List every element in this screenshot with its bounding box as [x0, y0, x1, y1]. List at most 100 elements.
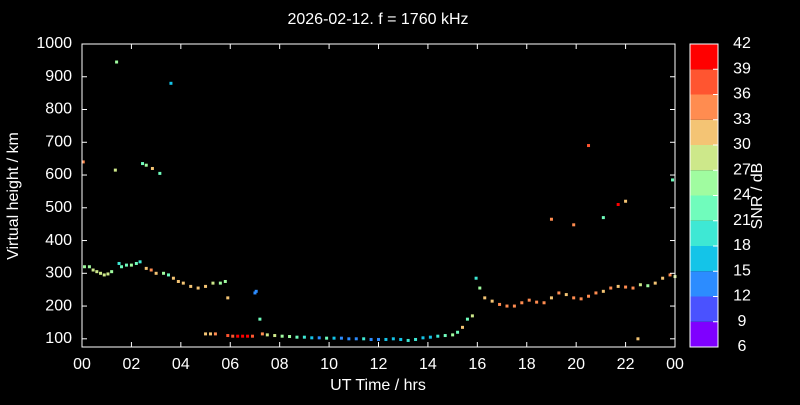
data-point: [601, 216, 605, 220]
data-point: [339, 336, 343, 340]
data-point: [624, 285, 628, 289]
data-point: [587, 294, 591, 298]
data-point: [616, 203, 620, 207]
data-point: [154, 271, 158, 275]
data-point: [391, 337, 395, 341]
data-point: [636, 337, 640, 341]
x-tick-label: 10: [320, 356, 338, 373]
data-point: [231, 334, 235, 338]
data-point: [189, 284, 193, 288]
data-point: [162, 271, 166, 275]
colorbar-tick-label: 21: [733, 212, 751, 229]
data-point: [638, 283, 642, 287]
data-point: [564, 293, 568, 297]
data-point: [406, 338, 410, 342]
data-point: [204, 332, 208, 336]
data-point: [317, 336, 321, 340]
data-point: [609, 286, 613, 290]
data-point: [211, 281, 215, 285]
data-point: [362, 337, 366, 341]
data-point: [461, 325, 465, 329]
data-point: [456, 330, 460, 334]
data-point: [490, 299, 494, 303]
data-point: [258, 317, 262, 321]
data-point: [572, 296, 576, 300]
x-tick-label: 20: [567, 356, 585, 373]
data-point: [288, 335, 292, 339]
data-point: [512, 304, 516, 308]
data-point: [213, 332, 217, 336]
data-point: [117, 261, 121, 265]
data-point: [102, 273, 106, 277]
data-point: [236, 334, 240, 338]
data-point: [399, 337, 403, 341]
data-point: [302, 335, 306, 339]
data-point: [325, 336, 329, 340]
data-point: [443, 334, 447, 338]
y-tick-label: 600: [45, 166, 72, 183]
x-tick-label: 22: [617, 356, 635, 373]
colorbar-segment: [690, 44, 718, 70]
data-point: [120, 265, 124, 269]
data-point: [171, 276, 175, 280]
data-point: [549, 296, 553, 300]
data-point: [428, 335, 432, 339]
colorbar-tick-label: 27: [733, 161, 751, 178]
colorbar-segment: [690, 296, 718, 322]
data-point: [260, 332, 264, 336]
data-point: [384, 337, 388, 341]
data-point: [616, 284, 620, 288]
data-point: [601, 289, 605, 293]
data-point: [527, 298, 531, 302]
colorbar-tick-label: 42: [733, 35, 751, 52]
data-point: [354, 337, 358, 341]
data-point: [82, 265, 86, 269]
data-point: [99, 271, 103, 275]
data-point: [176, 279, 180, 283]
data-point: [671, 178, 675, 182]
colorbar-tick-label: 36: [733, 86, 751, 103]
data-point: [594, 291, 598, 295]
data-point: [250, 334, 254, 338]
colorbar-segment: [690, 246, 718, 272]
colorbar-tick-label: 6: [738, 338, 747, 355]
data-point: [451, 333, 455, 337]
chart-title: 2026-02-12. f = 1760 kHz: [287, 11, 468, 28]
x-tick-label: 12: [370, 356, 388, 373]
data-point: [478, 286, 482, 290]
data-point: [134, 261, 138, 265]
colorbar-segment: [690, 119, 718, 145]
data-point: [226, 296, 230, 300]
colorbar-tick-label: 18: [733, 237, 751, 254]
data-point: [265, 333, 269, 337]
data-point: [141, 162, 145, 166]
data-point: [557, 291, 561, 295]
colorbar-segment: [690, 321, 718, 347]
x-tick-label: 08: [271, 356, 289, 373]
y-tick-label: 500: [45, 199, 72, 216]
data-point: [138, 260, 142, 264]
data-point: [169, 81, 173, 85]
colorbar-tick-label: 15: [733, 262, 751, 279]
data-point: [113, 168, 117, 172]
colorbar-tick-label: 30: [733, 136, 751, 153]
data-point: [124, 263, 128, 267]
data-point: [149, 268, 153, 272]
data-point: [204, 284, 208, 288]
colorbar-label: SNR / dB: [749, 163, 766, 230]
x-tick-label: 04: [172, 356, 190, 373]
colorbar-tick-label: 39: [733, 60, 751, 77]
data-point: [549, 217, 553, 221]
data-point: [166, 273, 170, 277]
data-point: [150, 166, 154, 170]
data-point: [624, 199, 628, 203]
x-tick-label: 06: [221, 356, 239, 373]
data-point: [280, 334, 284, 338]
y-tick-label: 900: [45, 68, 72, 85]
data-point: [347, 337, 351, 341]
data-point: [421, 336, 425, 340]
data-point: [246, 334, 250, 338]
colorbar-segment: [690, 145, 718, 171]
